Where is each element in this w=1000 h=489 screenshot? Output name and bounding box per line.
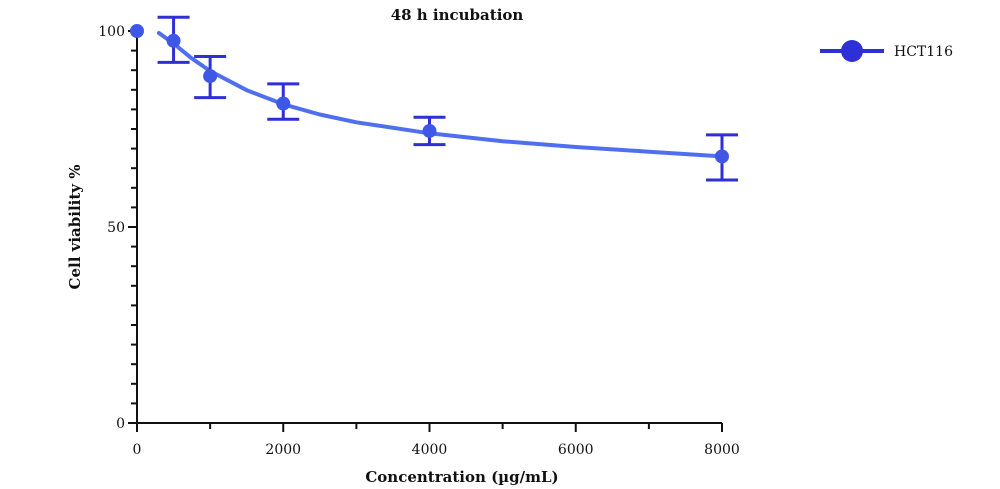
legend-marker-hct116 [841,40,863,62]
y-tick-label: 50 [107,220,125,236]
y-ticks: 0 50 100 [98,24,137,432]
x-ticks: 0 2000 4000 6000 8000 [133,423,740,458]
x-tick-label: 0 [133,442,142,458]
chart-title: 48 h incubation [391,6,524,24]
x-tick-label: 8000 [704,442,740,458]
legend: HCT116 [820,40,953,62]
data-point [203,69,218,84]
data-point [166,33,181,48]
x-tick-label: 2000 [265,442,301,458]
y-axis-title: Cell viability % [66,165,84,290]
data-point [276,96,291,111]
data-point [422,123,437,138]
plot-area [130,15,738,182]
legend-label-hct116: HCT116 [894,44,953,60]
data-point [130,24,144,38]
data-point [715,149,729,164]
y-tick-label: 0 [116,416,125,432]
x-axis-title: Concentration (µg/mL) [365,468,558,486]
x-tick-label: 6000 [558,442,594,458]
x-tick-label: 4000 [412,442,448,458]
axes: 0 50 100 0 2000 4000 6000 8000 [98,24,740,458]
y-tick-label: 100 [98,24,125,40]
fit-curve [156,31,724,159]
